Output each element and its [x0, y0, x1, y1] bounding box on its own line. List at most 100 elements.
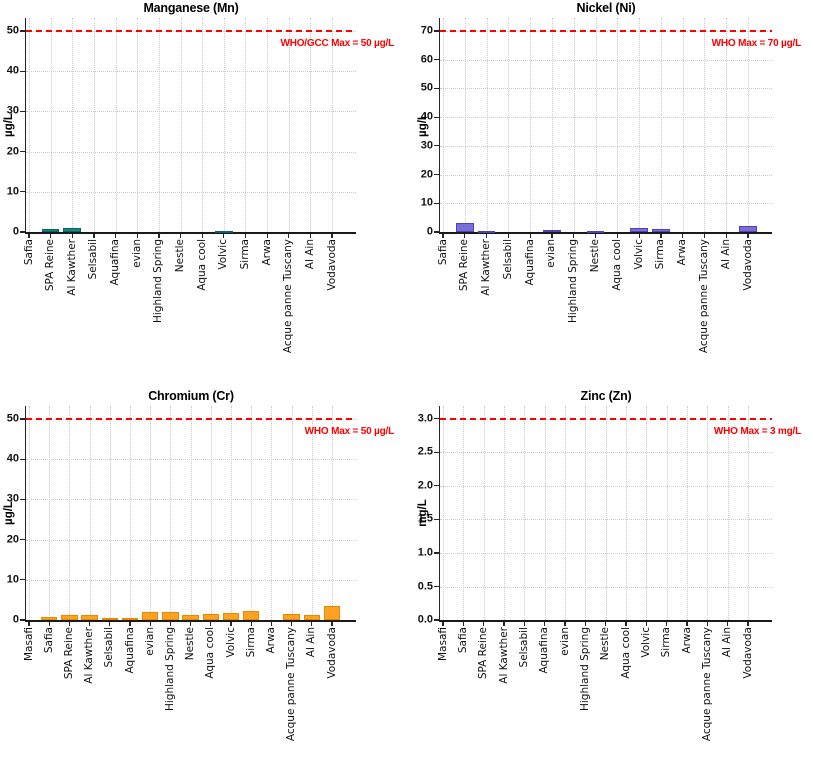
gridline-v: [639, 18, 641, 232]
x-tick-mark: [309, 233, 312, 238]
gridline-v: [49, 406, 51, 620]
x-tick-mark: [605, 621, 607, 626]
x-tick-label: Volvic: [639, 627, 652, 658]
x-axis-spine: [24, 232, 356, 234]
y-tick-label: 30: [420, 139, 433, 152]
x-tick-mark: [50, 233, 52, 238]
gridline-v: [585, 406, 587, 620]
x-tick-mark: [442, 621, 444, 626]
y-tick-label: 70: [420, 24, 433, 37]
gridline-v: [483, 406, 485, 620]
gridline-v: [93, 18, 95, 232]
x-tick-mark: [270, 621, 273, 626]
y-tick-label: 30: [6, 492, 19, 505]
gridline-v: [332, 406, 333, 620]
limit-label: WHO/GCC Max = 50 µg/L: [280, 37, 394, 49]
gridline-v: [617, 18, 619, 232]
y-axis-label: µg/L: [417, 113, 429, 137]
x-tick-mark: [169, 621, 172, 626]
y-tick-label: 3.0: [417, 412, 433, 425]
x-tick-label: Arwa: [676, 239, 689, 266]
gridline-v: [595, 18, 597, 232]
x-tick-label: Al Kawther: [497, 627, 510, 684]
x-tick-label: SPA Reine: [458, 239, 471, 292]
x-tick-label: Acque panne Tuscany: [697, 239, 710, 354]
x-tick-label: evian: [558, 627, 571, 656]
y-tick-mark: [20, 619, 25, 621]
x-tick-label: Aqua cool: [195, 239, 208, 291]
x-tick-mark: [666, 621, 668, 626]
y-tick-label: 50: [6, 24, 19, 37]
limit-label: WHO Max = 3 mg/L: [713, 425, 801, 437]
x-tick-label: Al Kawther: [83, 627, 96, 684]
y-axis-label: µg/L: [3, 501, 15, 525]
x-tick-label: Selsabil: [517, 627, 530, 668]
x-tick-label: Selsabil: [87, 239, 100, 280]
x-tick-label: Volvic: [217, 239, 230, 270]
gridline-v: [748, 406, 749, 620]
y-tick-label: 2.0: [417, 479, 433, 492]
x-tick-label: Sirma: [660, 627, 673, 658]
gridline-v: [210, 406, 212, 620]
x-tick-mark: [210, 621, 212, 626]
y-tick-label: 2.5: [417, 445, 433, 458]
gridline-v: [310, 18, 312, 232]
gridline-v: [288, 18, 290, 232]
x-tick-mark: [625, 621, 627, 626]
x-tick-mark: [486, 233, 488, 238]
y-tick-label: 40: [420, 110, 433, 123]
gridline-v: [267, 18, 269, 232]
x-tick-mark: [727, 621, 729, 626]
y-tick-label: 10: [6, 573, 19, 586]
y-tick-mark: [434, 585, 439, 588]
y-tick-label: 30: [6, 104, 19, 117]
x-tick-label: Al Kawther: [480, 239, 493, 296]
y-tick-mark: [20, 30, 25, 32]
x-tick-mark: [68, 621, 71, 626]
chart-title: Manganese (Mn): [143, 1, 239, 15]
x-tick-mark: [158, 233, 160, 238]
x-tick-mark: [266, 233, 268, 238]
y-axis-spine: [438, 18, 440, 234]
x-tick-label: Highland Spring: [578, 627, 591, 712]
gridline-v: [180, 18, 182, 232]
x-tick-label: Al Ain: [305, 627, 318, 658]
x-tick-label: Aqua cool: [204, 627, 217, 679]
y-tick-label: 20: [6, 532, 19, 545]
bar-nestle: [586, 230, 605, 233]
x-tick-label: Selsabil: [103, 627, 116, 668]
gridline-h: [440, 117, 772, 119]
chart-panel-manganese: 0 10 20 30 40 50 Safia SPA Reine Al Kawther Selsa…: [0, 0, 406, 388]
gridline-v: [170, 406, 172, 620]
gridline-v: [508, 18, 510, 232]
x-tick-label: Safia: [456, 627, 469, 654]
x-tick-label: Highland Spring: [163, 627, 176, 712]
x-tick-mark: [544, 621, 546, 626]
bar-nestle: [182, 614, 199, 620]
x-tick-label: Aqua cool: [619, 627, 632, 679]
x-tick-mark: [291, 621, 293, 626]
x-tick-label: Sirma: [238, 239, 251, 270]
bar-spa-reine: [41, 228, 60, 232]
gridline-h: [26, 151, 356, 153]
y-tick-label: 0: [12, 225, 19, 238]
x-tick-mark: [442, 233, 444, 238]
x-tick-mark: [584, 621, 586, 626]
x-tick-mark: [28, 621, 30, 626]
x-tick-label: Nestle: [184, 627, 197, 661]
bar-acque-panne-tuscany: [283, 614, 300, 620]
x-tick-label: Vodavoda: [741, 627, 754, 679]
gridline-v: [646, 406, 648, 620]
y-axis-spine: [24, 18, 26, 234]
gridline-v: [704, 18, 706, 232]
chart-title: Nickel (Ni): [576, 1, 636, 15]
x-tick-label: SPA Reine: [477, 627, 490, 680]
y-tick-mark: [20, 110, 25, 112]
bar-spa-reine: [455, 222, 474, 232]
x-tick-mark: [682, 233, 684, 238]
x-tick-mark: [638, 233, 640, 238]
x-tick-mark: [551, 233, 553, 238]
x-tick-label: Aquafina: [523, 239, 536, 286]
gridline-v: [115, 18, 117, 232]
x-tick-mark: [179, 233, 182, 238]
